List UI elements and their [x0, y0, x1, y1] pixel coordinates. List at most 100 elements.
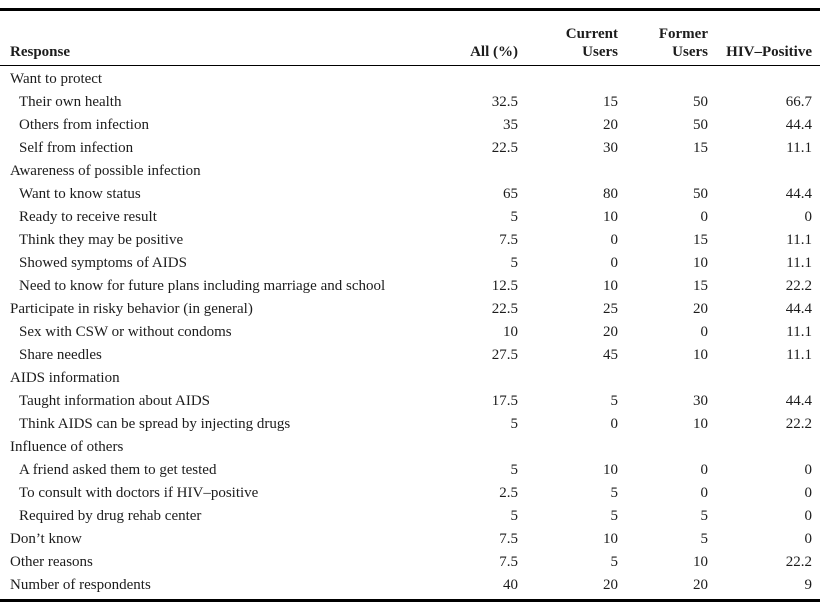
- cell-value: 20: [693, 301, 708, 317]
- cell-value: 5: [700, 508, 709, 524]
- cell-value: 32.5: [491, 94, 518, 110]
- cell-value: 7.5: [499, 531, 518, 547]
- row-label: Think AIDS can be spread by injecting dr…: [19, 416, 291, 432]
- cell-value: 0: [804, 485, 813, 501]
- cell-value: 0: [804, 531, 813, 547]
- cell-value: 44.4: [785, 393, 812, 409]
- cell-value: [438, 66, 518, 92]
- cell-value: [518, 436, 618, 459]
- row-label: Awareness of possible infection: [10, 163, 201, 179]
- cell-value: 0: [700, 485, 709, 501]
- cell-value: 5: [510, 209, 519, 225]
- table-row: Participate in risky behavior (in genera…: [0, 298, 820, 321]
- column-header-response: Response: [0, 9, 438, 66]
- row-label: Want to protect: [10, 71, 103, 87]
- table-row: Others from infection 35 20 50 44.4: [0, 114, 820, 137]
- row-label: Sex with CSW or without condoms: [19, 324, 232, 340]
- table-row: Showed symptoms of AIDS 5 0 10 11.1: [0, 252, 820, 275]
- row-label: Don’t know: [10, 531, 82, 547]
- cell-value: 15: [693, 278, 708, 294]
- cell-value: [518, 160, 618, 183]
- row-label: AIDS information: [10, 370, 120, 386]
- cell-value: 22.2: [785, 554, 812, 570]
- row-label: Their own health: [19, 94, 122, 110]
- row-label: Others from infection: [19, 117, 149, 133]
- cell-value: 44.4: [785, 301, 812, 317]
- cell-value: 17.5: [491, 393, 518, 409]
- cell-value: 10: [693, 416, 708, 432]
- cell-value: [708, 436, 820, 459]
- cell-value: 5: [510, 416, 519, 432]
- cell-value: 35: [503, 117, 518, 133]
- cell-value: 10: [693, 554, 708, 570]
- cell-value: 11.1: [786, 347, 812, 363]
- table-row: Want to know status 65 80 50 44.4: [0, 183, 820, 206]
- cell-value: 45: [603, 347, 618, 363]
- table-row: A friend asked them to get tested 5 10 0 0: [0, 459, 820, 482]
- cell-value: [708, 66, 820, 92]
- cell-value: 50: [693, 117, 708, 133]
- row-label: Required by drug rehab center: [19, 508, 202, 524]
- cell-value: 0: [610, 232, 619, 248]
- cell-value: 40: [503, 577, 518, 593]
- cell-value: 11.1: [786, 255, 812, 271]
- cell-value: 10: [603, 462, 618, 478]
- cell-value: 5: [610, 508, 619, 524]
- cell-value: 10: [603, 278, 618, 294]
- row-label: Participate in risky behavior (in genera…: [10, 301, 253, 317]
- table-row: To consult with doctors if HIV–positive 2…: [0, 482, 820, 505]
- group-row: Want to protect: [0, 66, 820, 92]
- cell-value: [708, 367, 820, 390]
- table-header-row: Response All (%) Current Users Former Users…: [0, 9, 820, 66]
- cell-value: 22.2: [785, 278, 812, 294]
- column-header-former-users: Former Users: [618, 9, 708, 66]
- cell-value: 11.1: [786, 324, 812, 340]
- row-label: Need to know for future plans including …: [19, 278, 386, 294]
- cell-value: 7.5: [499, 554, 518, 570]
- cell-value: 10: [693, 347, 708, 363]
- cell-value: 10: [603, 209, 618, 225]
- cell-value: 10: [693, 255, 708, 271]
- table-row: Other reasons 7.5 5 10 22.2: [0, 551, 820, 574]
- row-label: Share needles: [19, 347, 102, 363]
- cell-value: 0: [700, 209, 709, 225]
- cell-value: 0: [804, 209, 813, 225]
- cell-value: 0: [700, 324, 709, 340]
- table-row: Need to know for future plans including …: [0, 275, 820, 298]
- cell-value: 5: [510, 462, 519, 478]
- row-label: To consult with doctors if HIV–positive: [19, 485, 259, 501]
- response-table: Response All (%) Current Users Former Users…: [0, 8, 820, 602]
- row-label: Want to know status: [19, 186, 141, 202]
- cell-value: [438, 160, 518, 183]
- cell-value: 5: [610, 485, 619, 501]
- cell-value: 50: [693, 94, 708, 110]
- table-row: Sex with CSW or without condoms 10 20 0 11.1: [0, 321, 820, 344]
- cell-value: 27.5: [491, 347, 518, 363]
- row-label: Self from infection: [19, 140, 134, 156]
- cell-value: 7.5: [499, 232, 518, 248]
- table-row: Taught information about AIDS 17.5 5 30 44.4: [0, 390, 820, 413]
- cell-value: 15: [693, 232, 708, 248]
- cell-value: 12.5: [491, 278, 518, 294]
- cell-value: 20: [693, 577, 708, 593]
- cell-value: 10: [503, 324, 518, 340]
- cell-value: 20: [603, 117, 618, 133]
- cell-value: 15: [603, 94, 618, 110]
- cell-value: [438, 436, 518, 459]
- row-label: A friend asked them to get tested: [19, 462, 217, 478]
- table-row: Their own health 32.5 15 50 66.7: [0, 91, 820, 114]
- cell-value: 20: [603, 324, 618, 340]
- cell-value: 50: [693, 186, 708, 202]
- cell-value: [618, 367, 708, 390]
- row-label: Other reasons: [10, 554, 93, 570]
- cell-value: [618, 436, 708, 459]
- table-row: Share needles 27.5 45 10 11.1: [0, 344, 820, 367]
- row-label: Think they may be positive: [19, 232, 184, 248]
- cell-value: 44.4: [785, 186, 812, 202]
- cell-value: 0: [700, 462, 709, 478]
- cell-value: 22.2: [785, 416, 812, 432]
- cell-value: 11.1: [786, 232, 812, 248]
- row-label: Number of respondents: [10, 577, 151, 593]
- cell-value: [618, 160, 708, 183]
- cell-value: 0: [804, 508, 813, 524]
